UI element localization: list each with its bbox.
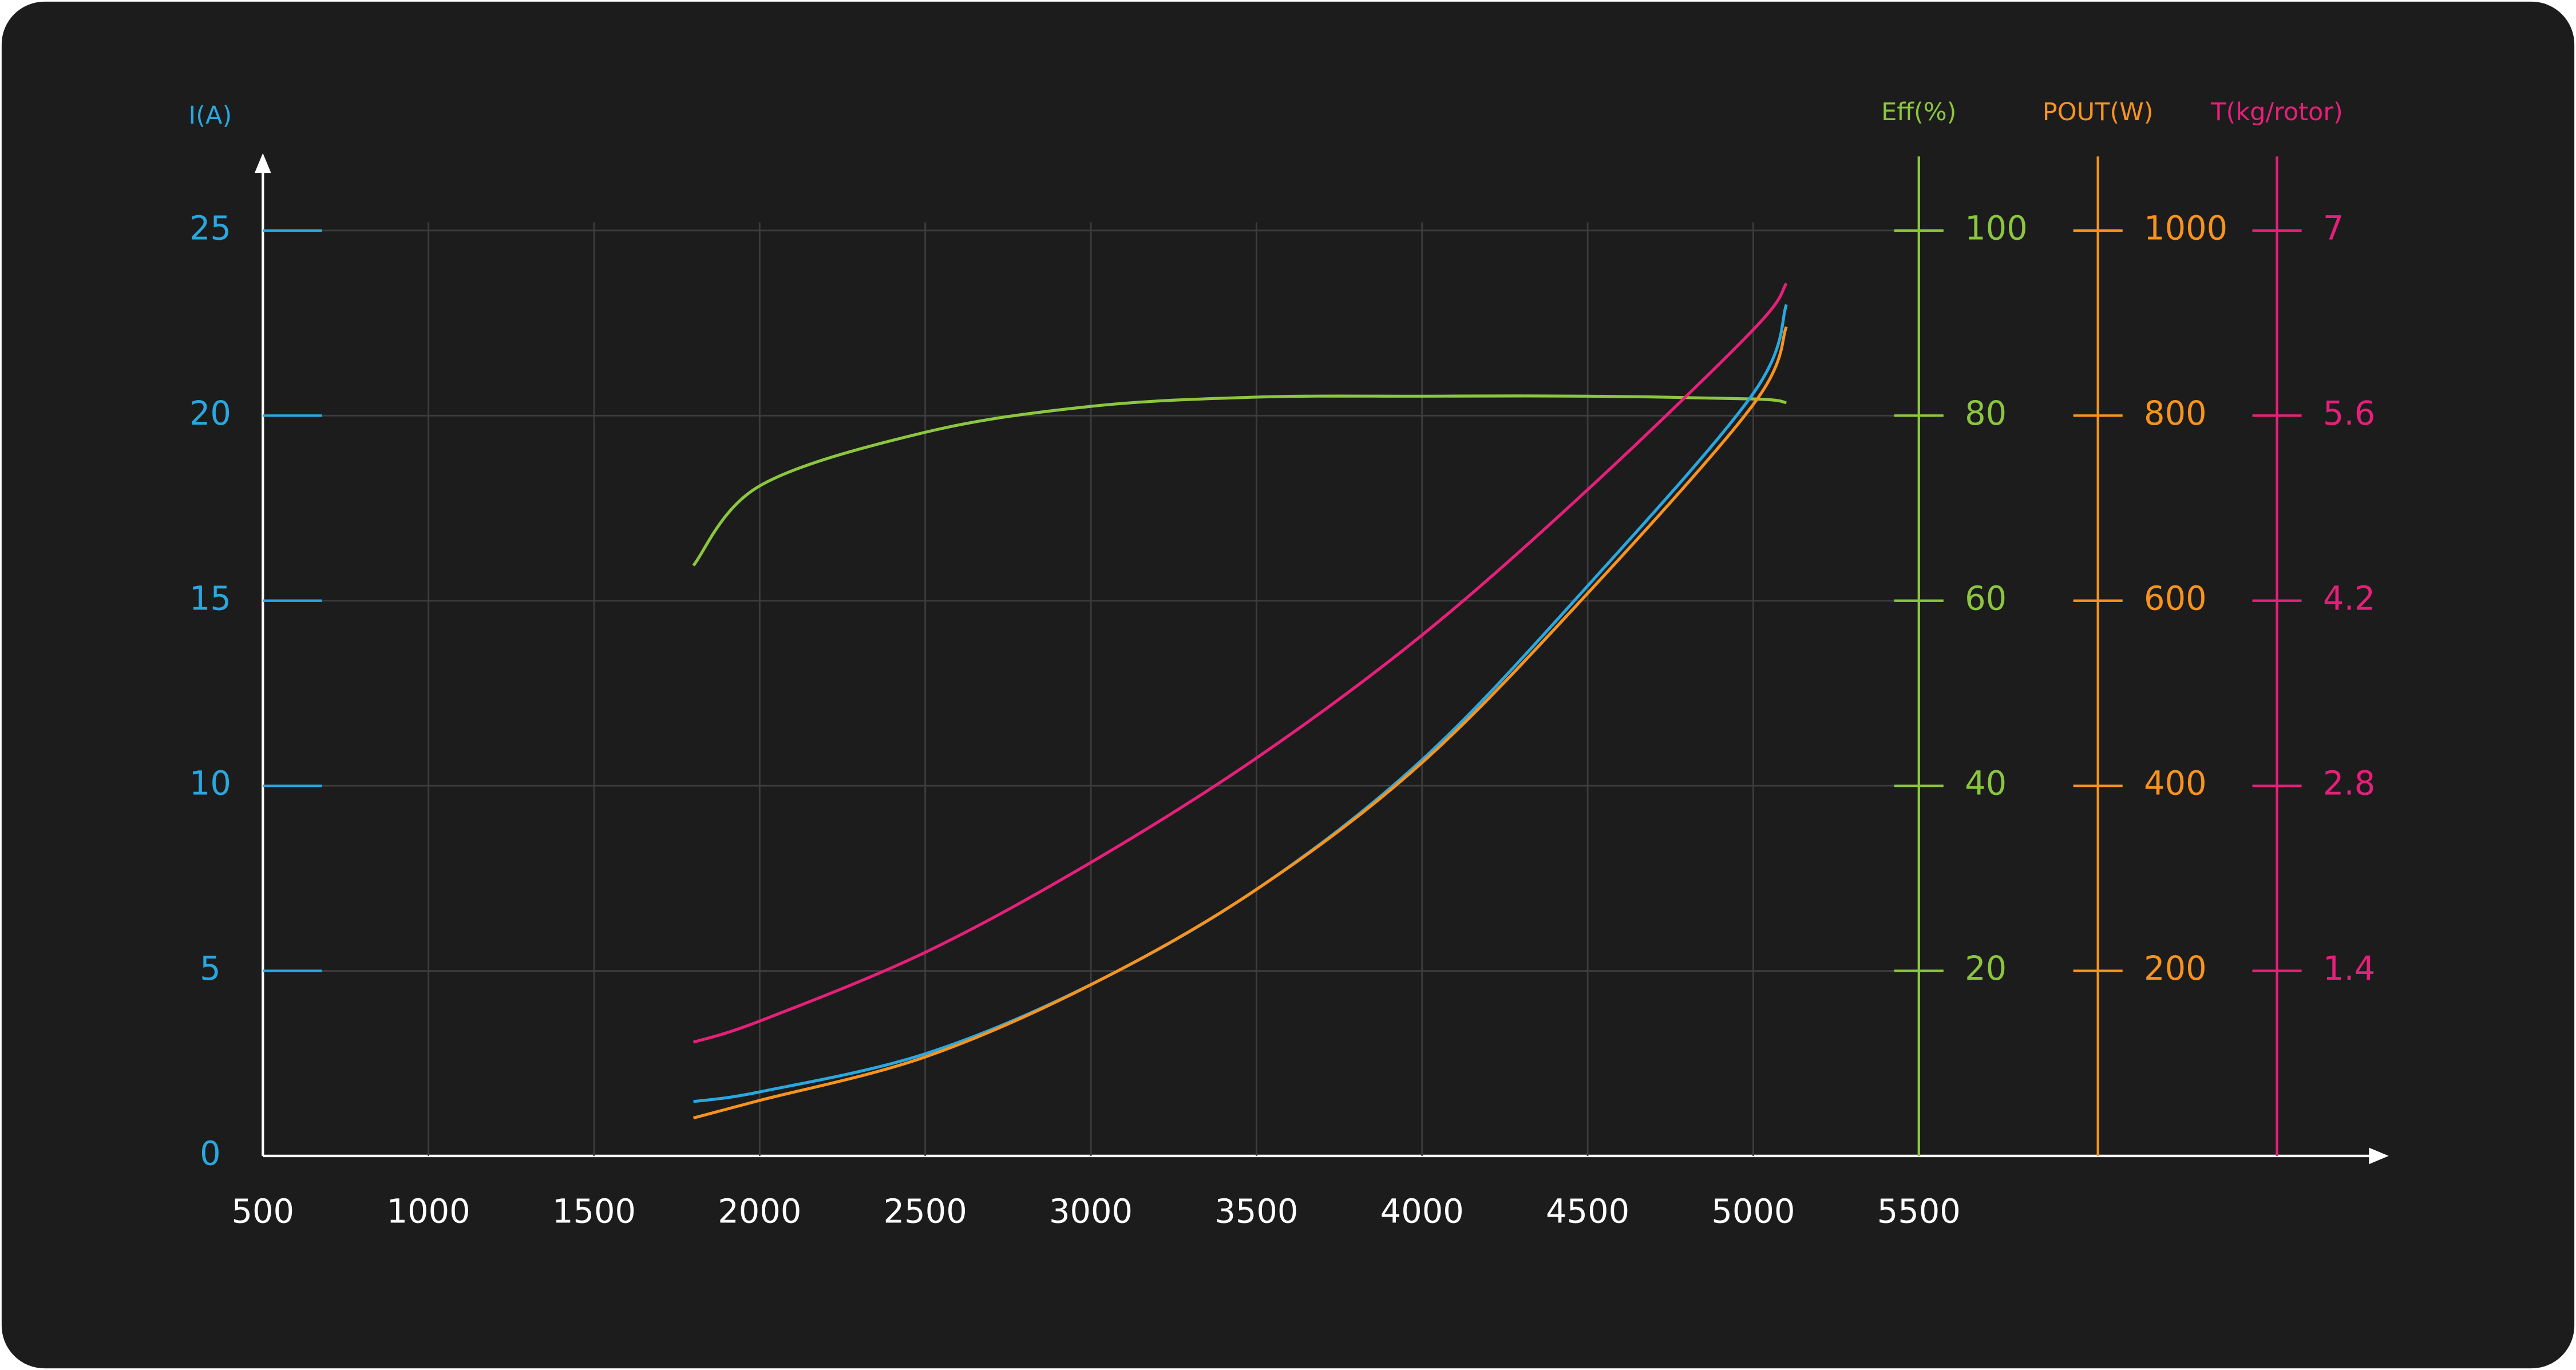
x-tick-label: 4000 [1380, 1192, 1464, 1230]
y-tick-label: 60 [1965, 579, 2007, 617]
y-tick-label: 5.6 [2323, 394, 2375, 433]
y-tick-label: 7 [2323, 209, 2344, 247]
y-tick-label: 4.2 [2323, 579, 2375, 617]
x-axis-arrow [2369, 1147, 2389, 1165]
x-tick-label: 3000 [1049, 1192, 1133, 1230]
y-tick-label: 1.4 [2323, 949, 2375, 988]
x-tick-label: 2500 [884, 1192, 967, 1230]
y-tick-label: 15 [189, 579, 231, 617]
y-tick-label: 20 [1965, 949, 2007, 988]
x-tick-label: 1000 [387, 1192, 470, 1230]
series-line [692, 394, 1787, 567]
x-tick-label: 3500 [1214, 1192, 1298, 1230]
x-tick-label: 1500 [552, 1192, 636, 1230]
y-tick-label: 40 [1965, 765, 2007, 803]
x-tick-label: 2000 [718, 1192, 801, 1230]
x-tick-label: 500 [231, 1192, 294, 1230]
y-tick-label: 400 [2144, 765, 2207, 803]
x-tick-label: 5000 [1711, 1192, 1795, 1230]
y-tick-label: 25 [189, 209, 231, 247]
y-tick-label: 0 [200, 1135, 221, 1173]
y-tick-label: 200 [2144, 949, 2207, 988]
y-tick-label: 2.8 [2323, 765, 2375, 803]
y-tick-label: 100 [1965, 209, 2028, 247]
y-axis-title: POUT(W) [2043, 98, 2154, 126]
y-tick-label: 600 [2144, 579, 2207, 617]
x-tick-label: 5500 [1877, 1192, 1961, 1230]
y-axis-arrow [254, 153, 271, 173]
series-line [693, 326, 1788, 1120]
y-tick-label: 800 [2144, 394, 2207, 433]
y-tick-label: 5 [200, 949, 221, 988]
y-axis-title: I(A) [189, 101, 232, 130]
y-tick-label: 10 [189, 765, 231, 803]
y-axis-title: Eff(%) [1881, 98, 1956, 126]
y-tick-label: 20 [189, 394, 231, 433]
x-tick-label: 4500 [1546, 1192, 1629, 1230]
y-tick-label: 80 [1965, 394, 2007, 433]
y-axis-title: T(kg/rotor) [2210, 98, 2343, 126]
series-line [693, 282, 1788, 1044]
y-tick-label: 1000 [2144, 209, 2227, 247]
